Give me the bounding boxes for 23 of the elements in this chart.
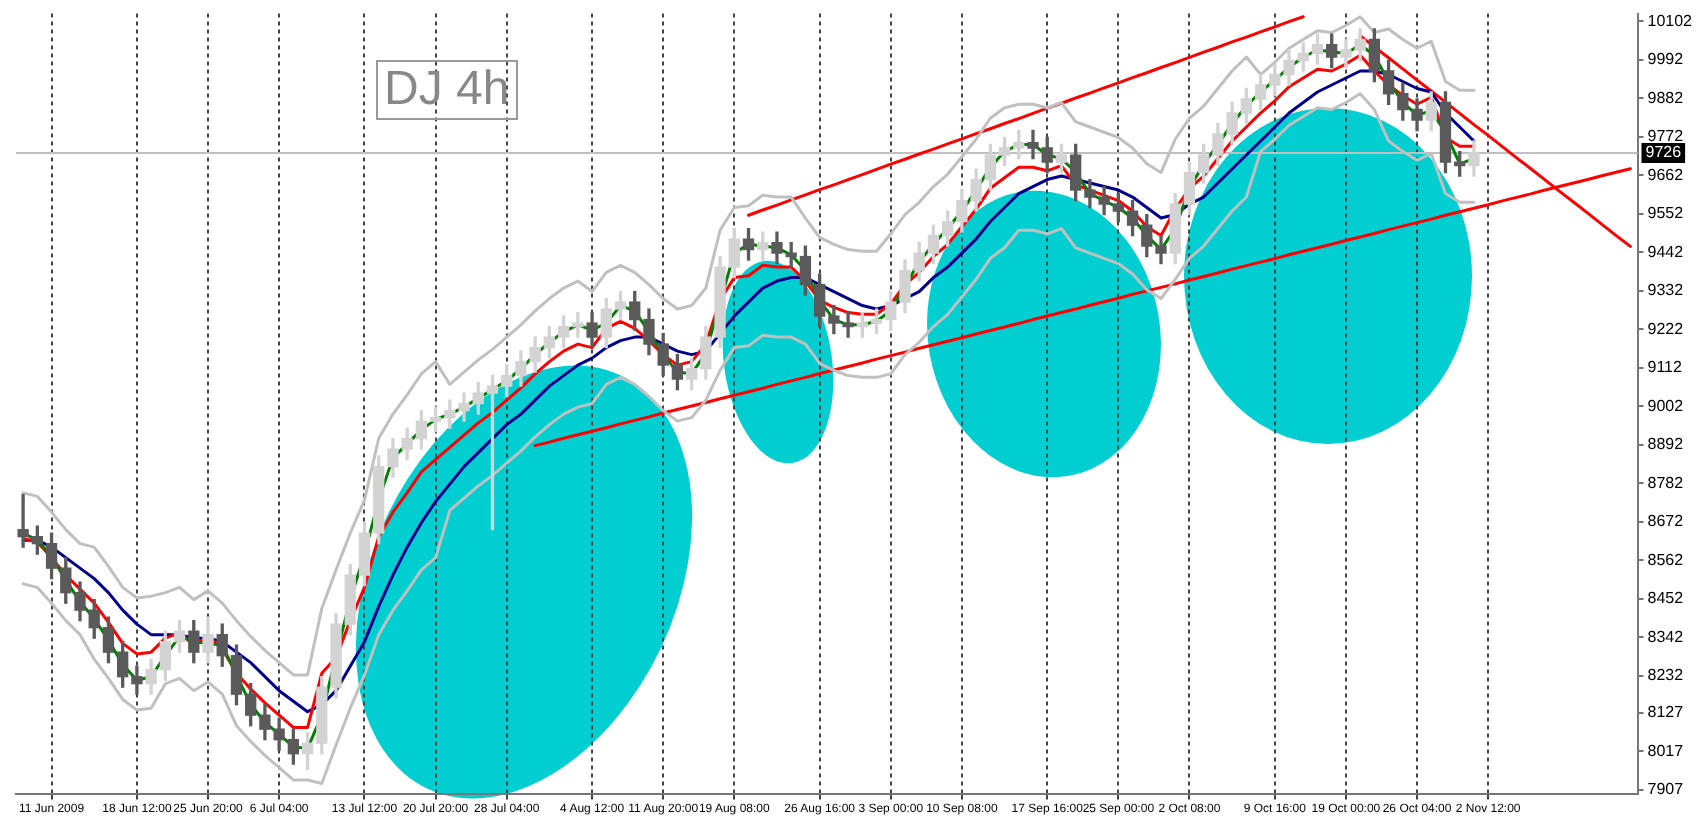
y-tick-label: 8672 bbox=[1647, 512, 1685, 531]
y-tick-label: 8892 bbox=[1647, 435, 1685, 454]
y-tick-label: 10102 bbox=[1647, 11, 1694, 30]
y-tick-label: 9442 bbox=[1647, 242, 1685, 261]
text: DJ 4h bbox=[376, 60, 518, 120]
y-tick-label: 9992 bbox=[1647, 50, 1685, 69]
y-tick-label: 9222 bbox=[1647, 319, 1685, 338]
y-tick-label: 8127 bbox=[1647, 703, 1685, 722]
y-tick-label: 8562 bbox=[1647, 550, 1685, 569]
y-tick-label: 9112 bbox=[1647, 358, 1684, 377]
y-tick-label: 8342 bbox=[1647, 627, 1685, 646]
y-tick-label: 9332 bbox=[1647, 281, 1685, 300]
y-tick-label: 9662 bbox=[1647, 165, 1685, 184]
y-tick-label: 9002 bbox=[1647, 396, 1685, 415]
y-tick-label: 9882 bbox=[1647, 88, 1685, 107]
y-tick-label: 9552 bbox=[1647, 204, 1685, 223]
y-tick-label: 8782 bbox=[1647, 473, 1685, 492]
y-tick-label: 8232 bbox=[1647, 666, 1685, 685]
y-tick-label: 8017 bbox=[1647, 741, 1685, 760]
y-tick-label: 8452 bbox=[1647, 589, 1685, 608]
y-tick-label: 7907 bbox=[1647, 780, 1685, 799]
ref-line-label: 9726 bbox=[1645, 143, 1683, 162]
y-tick-label: 9772 bbox=[1647, 127, 1685, 146]
